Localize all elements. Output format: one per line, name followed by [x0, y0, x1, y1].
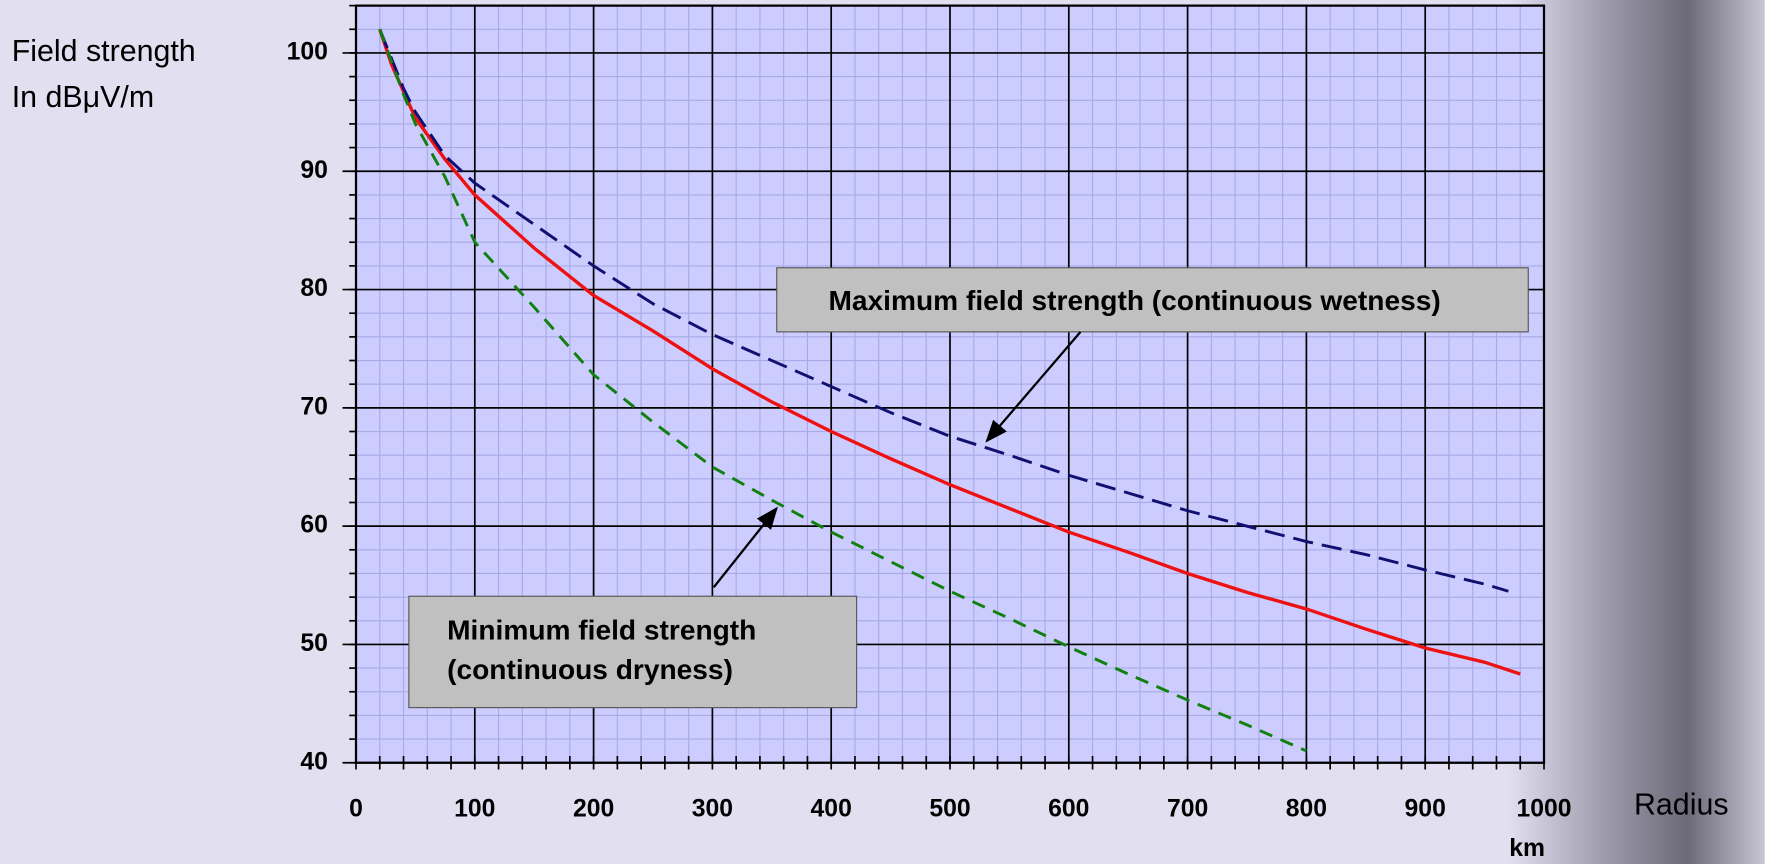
background-tower	[1508, 0, 1765, 864]
x-tick-label: 300	[692, 796, 733, 823]
y-axis-label: Field strength	[12, 35, 196, 68]
annotation-box	[408, 595, 858, 709]
y-tick-label: 80	[300, 275, 328, 302]
plot-frame	[354, 4, 1546, 764]
y-tick-label: 50	[300, 630, 328, 657]
y-tick-label: 90	[300, 157, 328, 184]
x-tick-label: 0	[349, 796, 363, 823]
y-tick-label: 40	[300, 748, 328, 775]
annotation-text: Minimum field strength	[447, 615, 756, 646]
x-tick-label: 100	[454, 796, 495, 823]
x-tick-label: 900	[1405, 796, 1446, 823]
x-unit: km	[1509, 835, 1545, 862]
annotation-arrow	[985, 331, 1082, 443]
x-axis-label: Radius	[1634, 789, 1729, 822]
series-line	[378, 28, 1521, 676]
x-tick-label: 700	[1167, 796, 1208, 823]
y-tick-label: 70	[300, 393, 328, 420]
y-tick-label: 60	[300, 512, 328, 539]
x-tick-label: 500	[929, 796, 970, 823]
series-line	[378, 28, 1307, 753]
x-tick-label: 1000	[1516, 796, 1571, 823]
x-tick-label: 200	[573, 796, 614, 823]
y-axis-label: In dBμV/m	[12, 81, 154, 114]
series-line	[378, 28, 1509, 593]
x-tick-label: 400	[811, 796, 852, 823]
x-tick-label: 600	[1048, 796, 1089, 823]
annotation-box	[776, 267, 1529, 333]
x-tick-label: 800	[1286, 796, 1327, 823]
annotation-arrow	[712, 506, 778, 588]
annotation-text: (continuous dryness)	[447, 654, 733, 685]
annotation-text: Maximum field strength (continuous wetne…	[829, 285, 1441, 316]
y-tick-label: 100	[287, 38, 328, 65]
